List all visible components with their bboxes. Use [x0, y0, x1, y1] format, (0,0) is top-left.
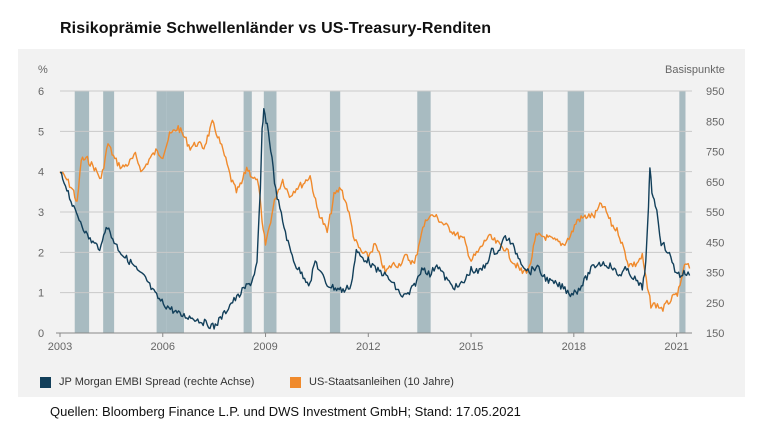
chart-canvas: 0 1 2 3 4 5 6 150 250 350 450 550 650 750 850 950% Basis… [38, 64, 725, 353]
right-tick-label: 250 [706, 298, 724, 310]
x-tick-label: 2015 [459, 341, 483, 353]
right-tick-label: 750 [706, 147, 724, 159]
left-tick-label: 4 [38, 167, 44, 179]
legend-item-embi: JP Morgan EMBI Spread (rechte Achse) [40, 376, 254, 388]
right-tick-label: 650 [706, 177, 724, 189]
legend-swatch-treasury [290, 376, 301, 388]
x-tick-label: 2009 [253, 341, 277, 353]
x-tick-label: 2006 [151, 341, 175, 353]
right-tick-label: 850 [706, 116, 724, 128]
left-axis-label: % [38, 64, 48, 76]
legend-label-embi: JP Morgan EMBI Spread (rechte Achse) [59, 376, 255, 388]
left-tick-label: 3 [38, 207, 44, 219]
right-tick-label: 550 [706, 207, 724, 219]
x-tick-label: 2018 [562, 341, 586, 353]
left-tick-label: 2 [38, 247, 44, 259]
chart-panel: 0 1 2 3 4 5 6 150 250 350 450 550 650 750 850 950% Basis… [18, 49, 745, 397]
legend-label-treasury: US-Staatsanleihen (10 Jahre) [309, 376, 454, 388]
legend-swatch-embi [40, 376, 51, 388]
right-axis-label: Basispunkte [665, 64, 725, 76]
source-note: Quellen: Bloomberg Finance L.P. und DWS … [50, 404, 521, 419]
right-tick-label: 450 [706, 237, 724, 249]
x-tick-label: 2012 [356, 341, 380, 353]
legend-item-treasury: US-Staatsanleihen (10 Jahre) [290, 376, 454, 388]
left-tick-label: 6 [38, 86, 44, 98]
left-tick-label: 5 [38, 126, 44, 138]
right-tick-label: 950 [706, 86, 724, 98]
left-tick-label: 0 [38, 328, 44, 340]
chart-title: Risikoprämie Schwellenländer vs US-Treas… [60, 20, 492, 37]
x-tick-label: 2003 [48, 341, 72, 353]
series-line-treasury [59, 119, 691, 312]
right-tick-label: 350 [706, 268, 724, 280]
right-tick-label: 150 [706, 328, 724, 340]
x-tick-label: 2021 [664, 341, 688, 353]
series-line-embi [59, 108, 691, 330]
left-tick-label: 1 [38, 288, 44, 300]
